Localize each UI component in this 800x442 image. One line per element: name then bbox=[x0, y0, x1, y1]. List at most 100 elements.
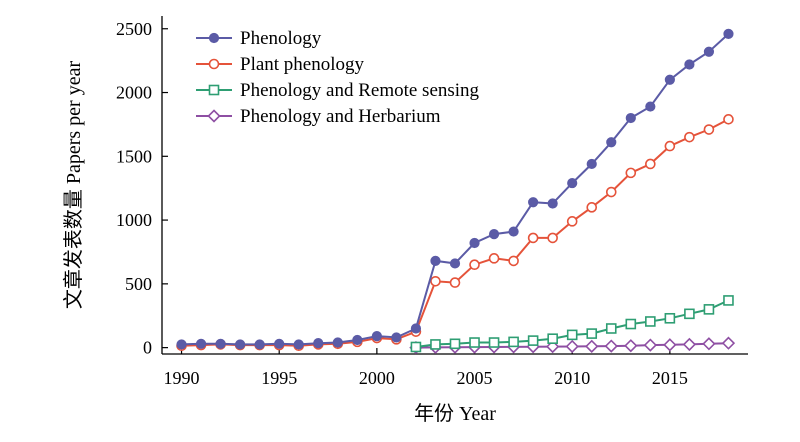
data-point bbox=[586, 328, 598, 339]
data-point bbox=[215, 338, 226, 349]
series-1 bbox=[176, 28, 734, 350]
series-layer bbox=[176, 28, 736, 355]
data-point bbox=[469, 259, 480, 271]
data-point bbox=[430, 339, 441, 350]
data-point bbox=[488, 253, 500, 264]
data-point bbox=[682, 337, 697, 352]
x-tick-label: 1995 bbox=[261, 368, 297, 388]
legend-label: Phenology and Remote sensing bbox=[240, 80, 480, 101]
legend-entry: Phenology bbox=[196, 28, 322, 49]
data-point bbox=[664, 74, 675, 85]
data-point bbox=[449, 338, 461, 350]
legend-label: Phenology bbox=[240, 28, 322, 49]
legend-label: Plant phenology bbox=[240, 54, 365, 75]
legend-label: Phenology and Herbarium bbox=[240, 106, 441, 127]
data-point bbox=[721, 336, 736, 350]
data-point bbox=[605, 323, 617, 334]
data-point bbox=[254, 339, 265, 350]
data-point bbox=[645, 101, 656, 112]
data-point bbox=[703, 124, 715, 135]
data-point bbox=[663, 338, 677, 352]
y-tick-label: 2000 bbox=[116, 83, 152, 103]
data-point bbox=[469, 337, 480, 348]
legend-entry: Phenology and Herbarium bbox=[196, 106, 441, 127]
legend-entry: Phenology and Remote sensing bbox=[196, 80, 480, 101]
legend-marker bbox=[208, 32, 220, 44]
legend-marker bbox=[208, 58, 220, 70]
y-tick-label: 500 bbox=[125, 274, 152, 294]
legend-marker bbox=[208, 84, 220, 96]
data-point bbox=[723, 114, 734, 125]
data-point bbox=[625, 112, 636, 124]
data-point bbox=[585, 339, 599, 353]
data-point bbox=[567, 177, 578, 189]
data-point bbox=[625, 318, 637, 330]
data-point bbox=[410, 341, 422, 353]
data-point bbox=[508, 255, 519, 267]
data-point bbox=[566, 216, 578, 227]
data-point bbox=[235, 339, 246, 350]
x-tick-label: 1990 bbox=[164, 368, 200, 388]
data-point bbox=[565, 339, 579, 354]
data-point bbox=[449, 277, 461, 288]
x-tick-label: 2000 bbox=[359, 368, 395, 388]
data-point bbox=[606, 137, 617, 148]
y-tick-label: 1000 bbox=[116, 210, 152, 230]
data-point bbox=[566, 329, 578, 341]
data-point bbox=[313, 338, 324, 349]
data-point bbox=[664, 312, 676, 324]
data-point bbox=[702, 337, 716, 351]
data-point bbox=[547, 333, 558, 344]
y-tick-label: 0 bbox=[143, 338, 152, 358]
data-point bbox=[508, 226, 519, 237]
data-point bbox=[371, 331, 382, 342]
data-point bbox=[488, 229, 500, 240]
x-tick-label: 2010 bbox=[554, 368, 590, 388]
data-point bbox=[430, 275, 441, 287]
data-point bbox=[645, 158, 656, 170]
x-axis-title: 年份 Year bbox=[414, 402, 496, 425]
legend-marker bbox=[207, 109, 221, 123]
data-point bbox=[488, 337, 500, 348]
data-point bbox=[293, 339, 304, 350]
data-point bbox=[684, 131, 695, 143]
data-point bbox=[645, 316, 656, 327]
data-point bbox=[684, 308, 695, 320]
y-axis-title: 文章发表数量 Papers per year bbox=[62, 61, 85, 310]
series-2 bbox=[176, 114, 734, 352]
data-point bbox=[624, 339, 638, 353]
data-point bbox=[605, 186, 617, 198]
legend: Phenology Plant phenology Phenology and Re… bbox=[196, 28, 480, 127]
data-point bbox=[528, 197, 539, 208]
data-point bbox=[625, 167, 637, 179]
series-line bbox=[181, 118, 729, 347]
axes: 0 500 1000 1500 2000 2500 1990 1995 2000 2005 2010… bbox=[116, 16, 748, 388]
legend-entry: Plant phenology bbox=[196, 54, 365, 75]
data-point bbox=[195, 338, 207, 349]
data-point bbox=[274, 338, 285, 349]
data-point bbox=[410, 323, 422, 334]
data-point bbox=[352, 334, 363, 346]
data-point bbox=[176, 339, 187, 350]
data-point bbox=[723, 28, 734, 39]
data-point bbox=[508, 336, 519, 348]
data-point bbox=[547, 232, 558, 244]
data-point bbox=[430, 255, 441, 266]
y-tick-label: 1500 bbox=[116, 146, 152, 166]
data-point bbox=[664, 140, 676, 152]
data-point bbox=[684, 59, 695, 70]
data-point bbox=[469, 237, 480, 249]
data-point bbox=[449, 258, 461, 269]
y-tick-label: 2500 bbox=[116, 19, 152, 39]
data-point bbox=[332, 337, 343, 348]
data-point bbox=[586, 202, 598, 213]
data-point bbox=[703, 46, 715, 57]
data-point bbox=[547, 198, 558, 209]
data-point bbox=[604, 339, 618, 353]
series-3 bbox=[410, 295, 734, 353]
data-point bbox=[527, 335, 539, 346]
x-tick-label: 2005 bbox=[457, 368, 493, 388]
data-point bbox=[527, 232, 539, 244]
data-point bbox=[586, 158, 597, 170]
